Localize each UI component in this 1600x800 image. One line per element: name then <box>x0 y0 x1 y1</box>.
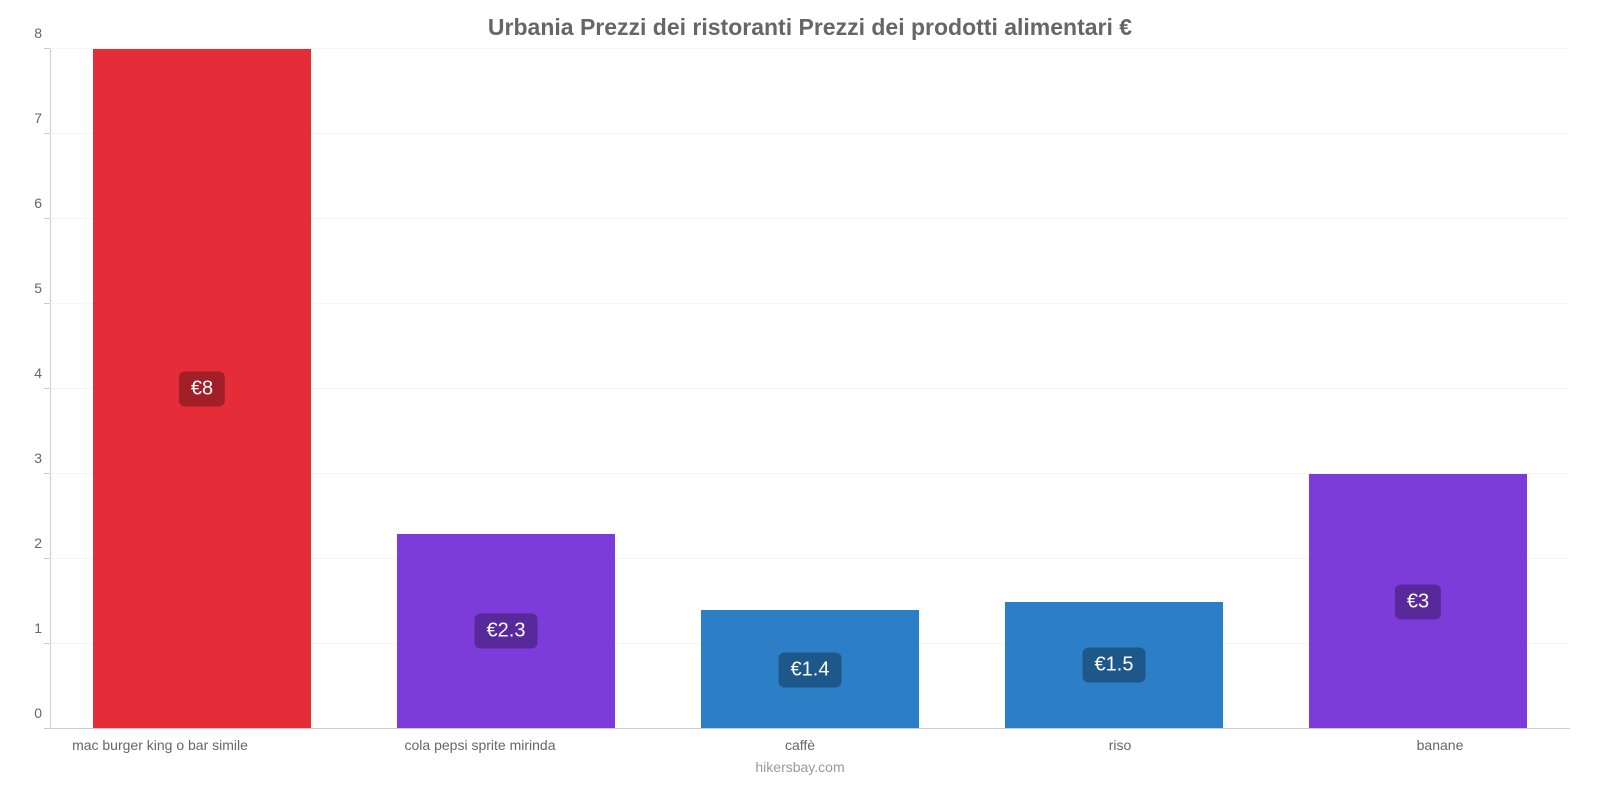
y-tick-mark <box>44 388 50 389</box>
bar-value-label: €2.3 <box>475 614 538 649</box>
price-chart: Urbania Prezzi dei ristoranti Prezzi dei… <box>0 0 1600 800</box>
x-category-label: cola pepsi sprite mirinda <box>320 729 640 753</box>
bar-value-label: €8 <box>179 372 225 407</box>
y-tick-label: 5 <box>34 280 42 296</box>
bar-value-label: €3 <box>1395 584 1441 619</box>
y-axis: 012345678 <box>20 49 50 729</box>
plot-area: 012345678 €8€2.3€1.4€1.5€3 <box>50 49 1570 729</box>
y-tick-mark <box>44 473 50 474</box>
bar-group: €8 <box>50 49 354 729</box>
y-tick-mark <box>44 48 50 49</box>
y-tick-label: 2 <box>34 535 42 551</box>
x-category-label: banane <box>1280 729 1600 753</box>
y-tick-label: 1 <box>34 620 42 636</box>
price-bar: €8 <box>93 49 312 729</box>
x-category-label: caffè <box>640 729 960 753</box>
x-category-label: mac burger king o bar simile <box>0 729 320 753</box>
bar-group: €1.5 <box>962 49 1266 729</box>
y-tick-label: 6 <box>34 195 42 211</box>
bar-group: €2.3 <box>354 49 658 729</box>
x-axis-labels: mac burger king o bar similecola pepsi s… <box>0 729 1600 753</box>
y-tick-mark <box>44 218 50 219</box>
bar-value-label: €1.5 <box>1083 648 1146 683</box>
bars-container: €8 €2.3 €1.4 €1.5 €3 <box>50 49 1570 729</box>
bar-value-label: €1.4 <box>779 652 842 687</box>
chart-title: Urbania Prezzi dei ristoranti Prezzi dei… <box>50 14 1570 41</box>
y-tick-mark <box>44 643 50 644</box>
y-tick-label: 8 <box>34 25 42 41</box>
y-tick-mark <box>44 558 50 559</box>
price-bar: €2.3 <box>397 534 616 730</box>
y-tick-mark <box>44 133 50 134</box>
bar-group: €3 <box>1266 49 1570 729</box>
bar-group: €1.4 <box>658 49 962 729</box>
y-tick-label: 3 <box>34 450 42 466</box>
y-tick-label: 4 <box>34 365 42 381</box>
x-category-label: riso <box>960 729 1280 753</box>
price-bar: €1.4 <box>701 610 920 729</box>
y-tick-label: 0 <box>34 705 42 721</box>
price-bar: €1.5 <box>1005 602 1224 730</box>
y-tick-mark <box>44 303 50 304</box>
y-tick-label: 7 <box>34 110 42 126</box>
chart-credits: hikersbay.com <box>0 759 1600 775</box>
price-bar: €3 <box>1309 474 1528 729</box>
